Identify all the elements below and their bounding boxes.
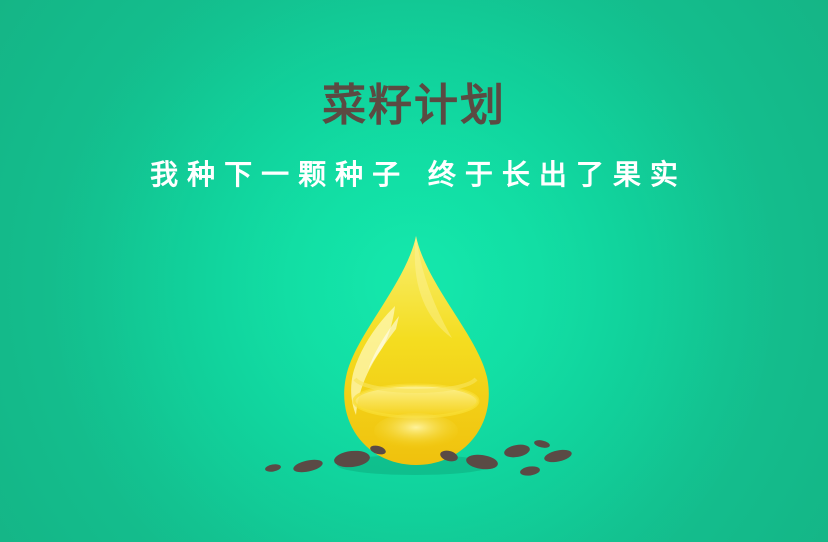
page-subtitle: 我种下一颗种子 终于长出了果实 — [150, 158, 687, 191]
seed-icon — [265, 440, 572, 476]
page-title: 菜籽计划 — [322, 80, 506, 131]
oil-drop-illustration — [265, 236, 572, 476]
oil-drop-icon — [344, 236, 489, 465]
